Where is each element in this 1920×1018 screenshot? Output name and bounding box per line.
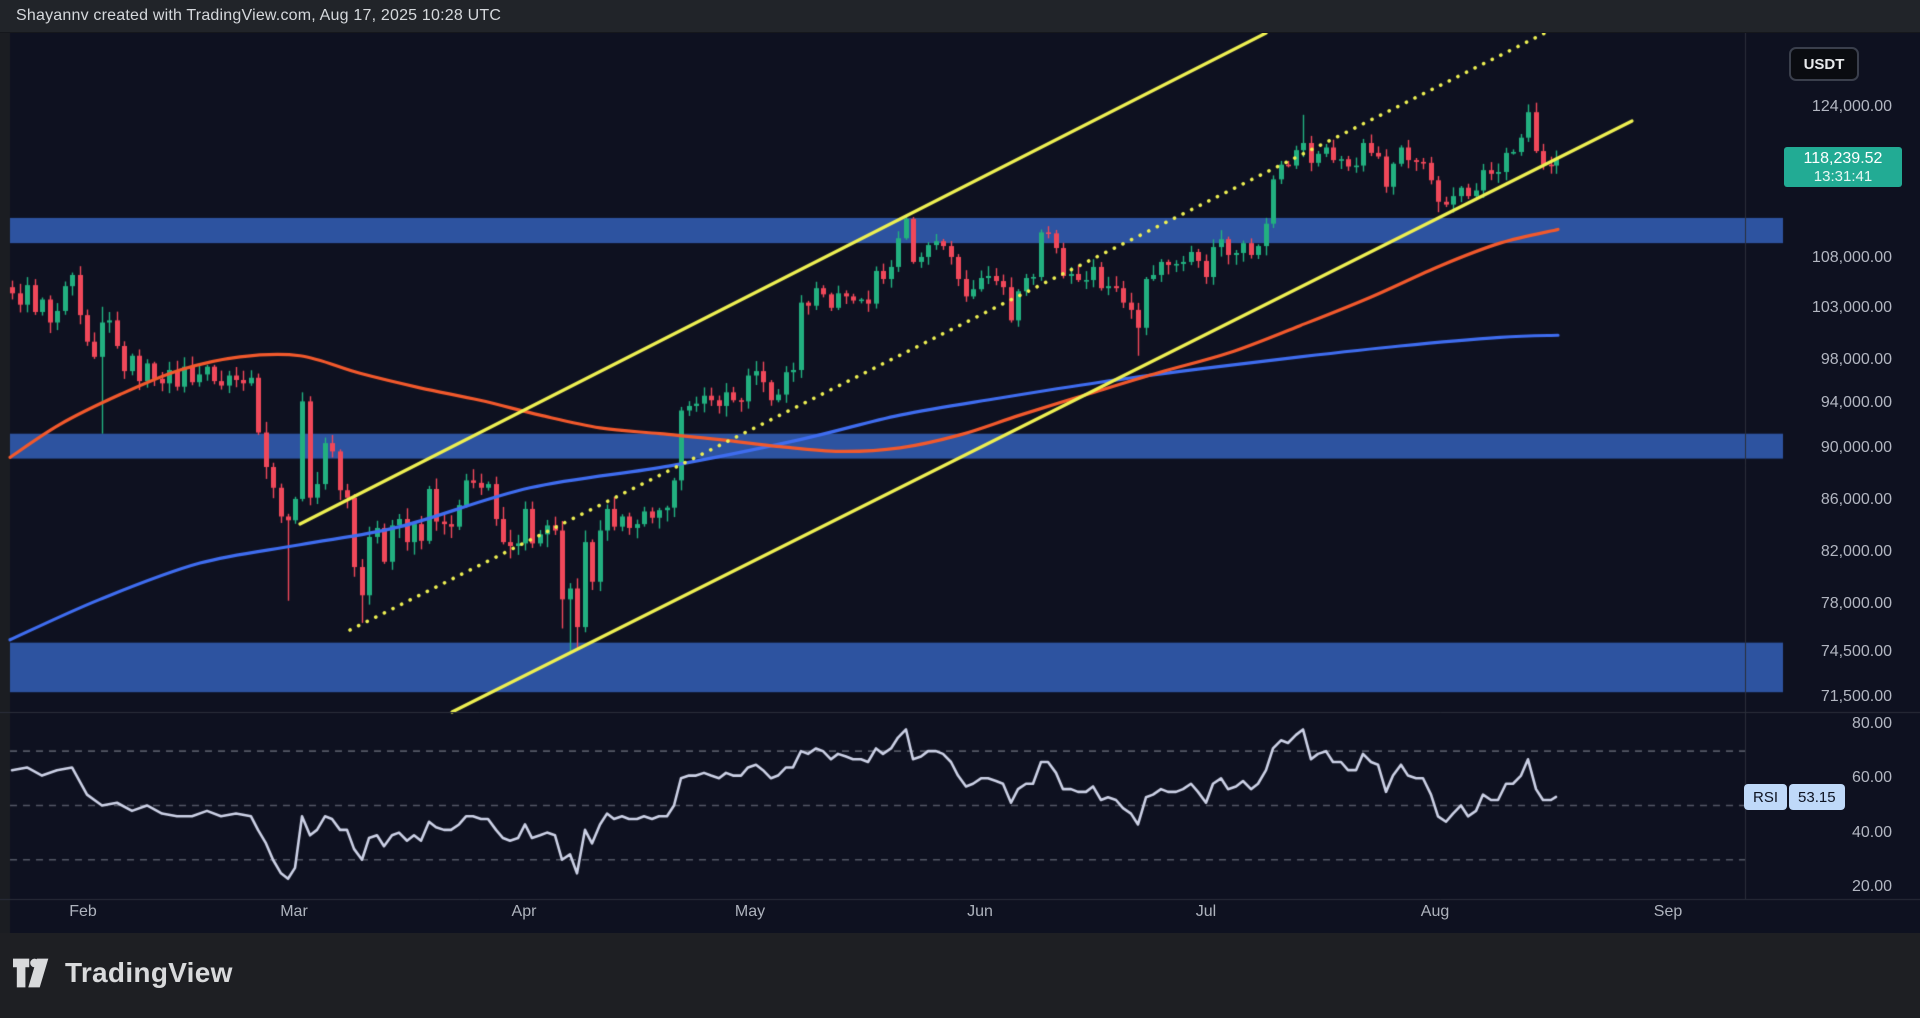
rsi-label: RSI xyxy=(1744,784,1788,810)
tradingview-logo-icon xyxy=(13,958,49,988)
price-scale-tick: 71,500.00 xyxy=(1820,688,1892,705)
bar-countdown: 13:31:41 xyxy=(1813,168,1873,185)
price-scale-tick: 103,000.00 xyxy=(1811,299,1892,316)
price-scale-tick: 124,000.00 xyxy=(1811,98,1892,115)
last-price-value: 118,239.52 xyxy=(1803,150,1883,167)
price-scale-tick: 94,000.00 xyxy=(1820,394,1892,411)
price-scale-tick: 40.00 xyxy=(1851,824,1892,841)
time-scale-month-label: Mar xyxy=(280,903,308,920)
time-scale-month-label: Feb xyxy=(69,903,97,920)
price-scale-tick: 74,500.00 xyxy=(1820,643,1892,660)
time-scale-month-label: May xyxy=(734,903,766,920)
snapshot-title: Shayannv created with TradingView.com, A… xyxy=(16,7,502,24)
tradingview-wordmark: TradingView xyxy=(65,957,233,988)
titlebar: Shayannv created with TradingView.com, A… xyxy=(0,0,1920,33)
quote-currency-label: USDT xyxy=(1803,55,1845,73)
last-price-badge: 118,239.52 13:31:41 xyxy=(1784,147,1902,187)
rsi-value-badge: RSI 53.15 xyxy=(1744,784,1845,810)
price-scale-tick: 20.00 xyxy=(1851,878,1892,895)
price-scale-tick: 60.00 xyxy=(1851,769,1892,786)
price-chart-canvas[interactable] xyxy=(0,33,1920,933)
time-scale-month-label: Jun xyxy=(967,903,993,920)
price-scale-tick: 98,000.00 xyxy=(1820,351,1892,368)
rsi-value: 53.15 xyxy=(1789,784,1845,810)
footer-bar: TradingView xyxy=(0,933,1920,1018)
price-scale-tick: 80.00 xyxy=(1851,715,1892,732)
price-scale-tick: 108,000.00 xyxy=(1811,249,1892,266)
price-scale-tick: 90,000.00 xyxy=(1820,439,1892,456)
tradingview-logo-link[interactable]: TradingView xyxy=(13,957,233,989)
price-scale-tick: 86,000.00 xyxy=(1820,491,1892,508)
time-scale-month-label: Sep xyxy=(1653,903,1683,920)
quote-currency-chip[interactable]: USDT xyxy=(1789,47,1859,81)
time-scale-month-label: Apr xyxy=(511,903,537,920)
time-scale-month-label: Jul xyxy=(1195,903,1217,920)
time-scale-month-label: Aug xyxy=(1420,903,1450,920)
price-scale-tick: 78,000.00 xyxy=(1820,595,1892,612)
price-scale-tick: 82,000.00 xyxy=(1820,543,1892,560)
